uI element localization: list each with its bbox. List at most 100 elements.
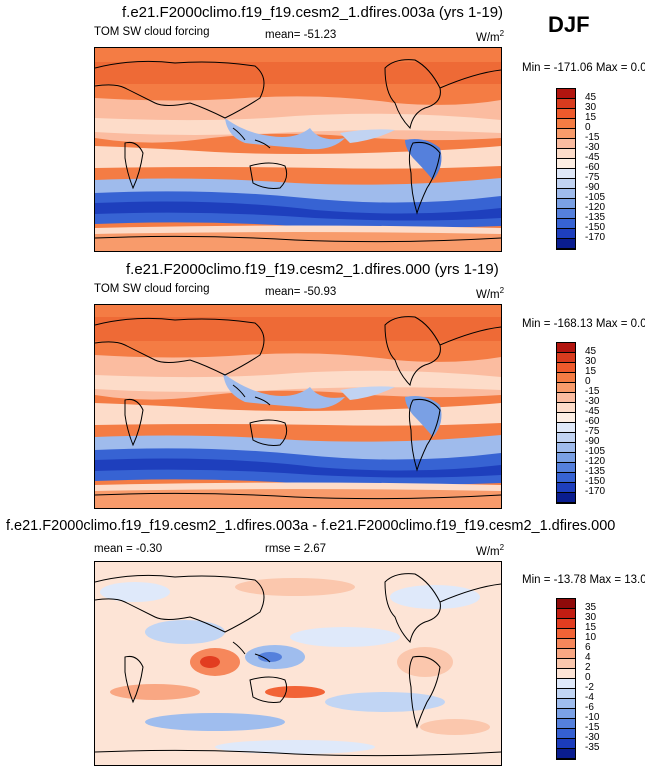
panel-3-tick-label: -35 — [585, 742, 600, 753]
panel-3-colorbar-swatch — [557, 639, 575, 649]
season-label: DJF — [548, 12, 590, 37]
panel-1-colorbar-swatch — [557, 119, 575, 129]
panel-1-tick-label: -135 — [585, 212, 606, 223]
panel-1-tick-label: -170 — [585, 232, 606, 243]
panel-2-colorbar-swatch — [557, 363, 575, 373]
panel-2-colorbar-swatch — [557, 483, 575, 493]
panel-3-colorbar-swatch — [557, 719, 575, 729]
panel-3-colorbar-swatch — [557, 599, 575, 609]
panel-3-map — [94, 561, 502, 766]
panel-3-colorbar-swatch — [557, 679, 575, 689]
panel-2-colorbar-swatch — [557, 383, 575, 393]
panel-1-colorbar-swatch — [557, 239, 575, 249]
panel-1-colorbar-swatch — [557, 209, 575, 219]
panel-2-colorbar-swatch — [557, 433, 575, 443]
panel-1-tick-label: 0 — [585, 122, 591, 133]
panel-1-map — [94, 47, 502, 252]
panel-3-units: W/m2 — [476, 543, 505, 558]
panel-2-mean-label: mean= -50.93 — [265, 286, 337, 298]
panel-2-colorbar — [556, 342, 576, 504]
panel-2-tick-label: -170 — [585, 486, 606, 497]
panel-3-colorbar-swatch — [557, 749, 575, 759]
panel-1-variable-label: TOM SW cloud forcing — [94, 26, 210, 38]
panel-2-colorbar-swatch — [557, 343, 575, 353]
panel-2-tick-label: -60 — [585, 416, 600, 427]
panel-1-title: f.e21.F2000climo.f19_f19.cesm2_1.dfires.… — [122, 4, 504, 21]
panel-1-colorbar-swatch — [557, 169, 575, 179]
panel-3-tick-label: 0 — [585, 672, 591, 683]
panel-2-minmax: Min = -168.13 Max = 0.00 — [522, 318, 645, 330]
panel-1-colorbar-swatch — [557, 109, 575, 119]
panel-1-tick-label: 15 — [585, 112, 597, 123]
panel-2-colorbar-swatch — [557, 493, 575, 503]
panel-2-tick-label: -45 — [585, 406, 600, 417]
panel-1-colorbar-swatch — [557, 189, 575, 199]
panel-2-colorbar-swatch — [557, 453, 575, 463]
panel-3-colorbar-swatch — [557, 669, 575, 679]
panel-2-tick-label: -120 — [585, 456, 606, 467]
panel-1-colorbar-swatch — [557, 129, 575, 139]
panel-1-colorbar-swatch — [557, 99, 575, 109]
panel-2-tick-label: 45 — [585, 346, 597, 357]
panel-1-tick-label: -45 — [585, 152, 600, 163]
panel-2-tick-label: -90 — [585, 436, 600, 447]
panel-3-tick-label: 2 — [585, 662, 591, 673]
panel-2-colorbar-swatch — [557, 413, 575, 423]
panel-2-tick-label: -135 — [585, 466, 606, 477]
panel-3-colorbar-swatch — [557, 629, 575, 639]
panel-3-tick-label: 4 — [585, 652, 591, 663]
panel-3-colorbar-ticks: 35 30 15 10 6 4 2 0 -2 -4 -6 -10 -15 -30… — [585, 598, 625, 758]
panel-2-colorbar-swatch — [557, 353, 575, 363]
panel-3-colorbar-swatch — [557, 699, 575, 709]
panel-2-variable-label: TOM SW cloud forcing — [94, 283, 210, 295]
panel-3-tick-label: 6 — [585, 642, 591, 653]
panel-3-tick-label: -15 — [585, 722, 600, 733]
panel-1-tick-label: -120 — [585, 202, 606, 213]
panel-2-tick-label: 0 — [585, 376, 591, 387]
panel-1-colorbar-swatch — [557, 159, 575, 169]
panel-2-colorbar-swatch — [557, 443, 575, 453]
panel-2-colorbar-swatch — [557, 403, 575, 413]
panel-1-tick-label: -15 — [585, 132, 600, 143]
panel-3-rmse-label: rmse = 2.67 — [265, 543, 327, 555]
panel-1-tick-label: -150 — [585, 222, 606, 233]
panel-2-tick-label: -75 — [585, 426, 600, 437]
panel-1-units: W/m2 — [476, 29, 505, 44]
panel-3-minmax: Min = -13.78 Max = 13.07 — [522, 574, 645, 586]
panel-1-colorbar — [556, 88, 576, 250]
panel-2-colorbar-swatch — [557, 463, 575, 473]
panel-3-mean-label: mean = -0.30 — [94, 543, 163, 555]
panel-2-tick-label: -105 — [585, 446, 606, 457]
panel-3-colorbar-swatch — [557, 649, 575, 659]
panel-2-map — [94, 304, 502, 509]
panel-3-colorbar-swatch — [557, 609, 575, 619]
panel-1-tick-label: -30 — [585, 142, 600, 153]
panel-3-colorbar-swatch — [557, 739, 575, 749]
panel-2-colorbar-ticks: 45 30 15 0 -15 -30 -45 -60 -75 -90 -105 … — [585, 342, 625, 502]
panel-1-colorbar-ticks: 45 30 15 0 -15 -30 -45 -60 -75 -90 -105 … — [585, 88, 625, 248]
panel-1-colorbar-swatch — [557, 229, 575, 239]
panel-3-tick-label: 35 — [585, 602, 597, 613]
panel-1-colorbar-swatch — [557, 149, 575, 159]
panel-2-colorbar-swatch — [557, 373, 575, 383]
panel-3-colorbar-swatch — [557, 689, 575, 699]
panel-1-tick-label: 45 — [585, 92, 597, 103]
panel-3-tick-label: 10 — [585, 632, 597, 643]
panel-1-tick-label: 30 — [585, 102, 597, 113]
panel-1-colorbar-swatch — [557, 139, 575, 149]
panel-1-minmax: Min = -171.06 Max = 0.00 — [522, 62, 645, 74]
panel-3-colorbar-swatch — [557, 709, 575, 719]
panel-2-colorbar-swatch — [557, 473, 575, 483]
panel-1-colorbar-swatch — [557, 89, 575, 99]
panel-1-colorbar-swatch — [557, 179, 575, 189]
panel-3-tick-label: -2 — [585, 682, 594, 693]
panel-3-tick-label: -6 — [585, 702, 594, 713]
panel-1-colorbar-swatch — [557, 219, 575, 229]
panel-1-tick-label: -60 — [585, 162, 600, 173]
panel-2-tick-label: -15 — [585, 386, 600, 397]
panel-2-units: W/m2 — [476, 286, 505, 301]
panel-1-tick-label: -90 — [585, 182, 600, 193]
panel-2-colorbar-swatch — [557, 393, 575, 403]
panel-2-tick-label: 30 — [585, 356, 597, 367]
panel-3-tick-label: -10 — [585, 712, 600, 723]
